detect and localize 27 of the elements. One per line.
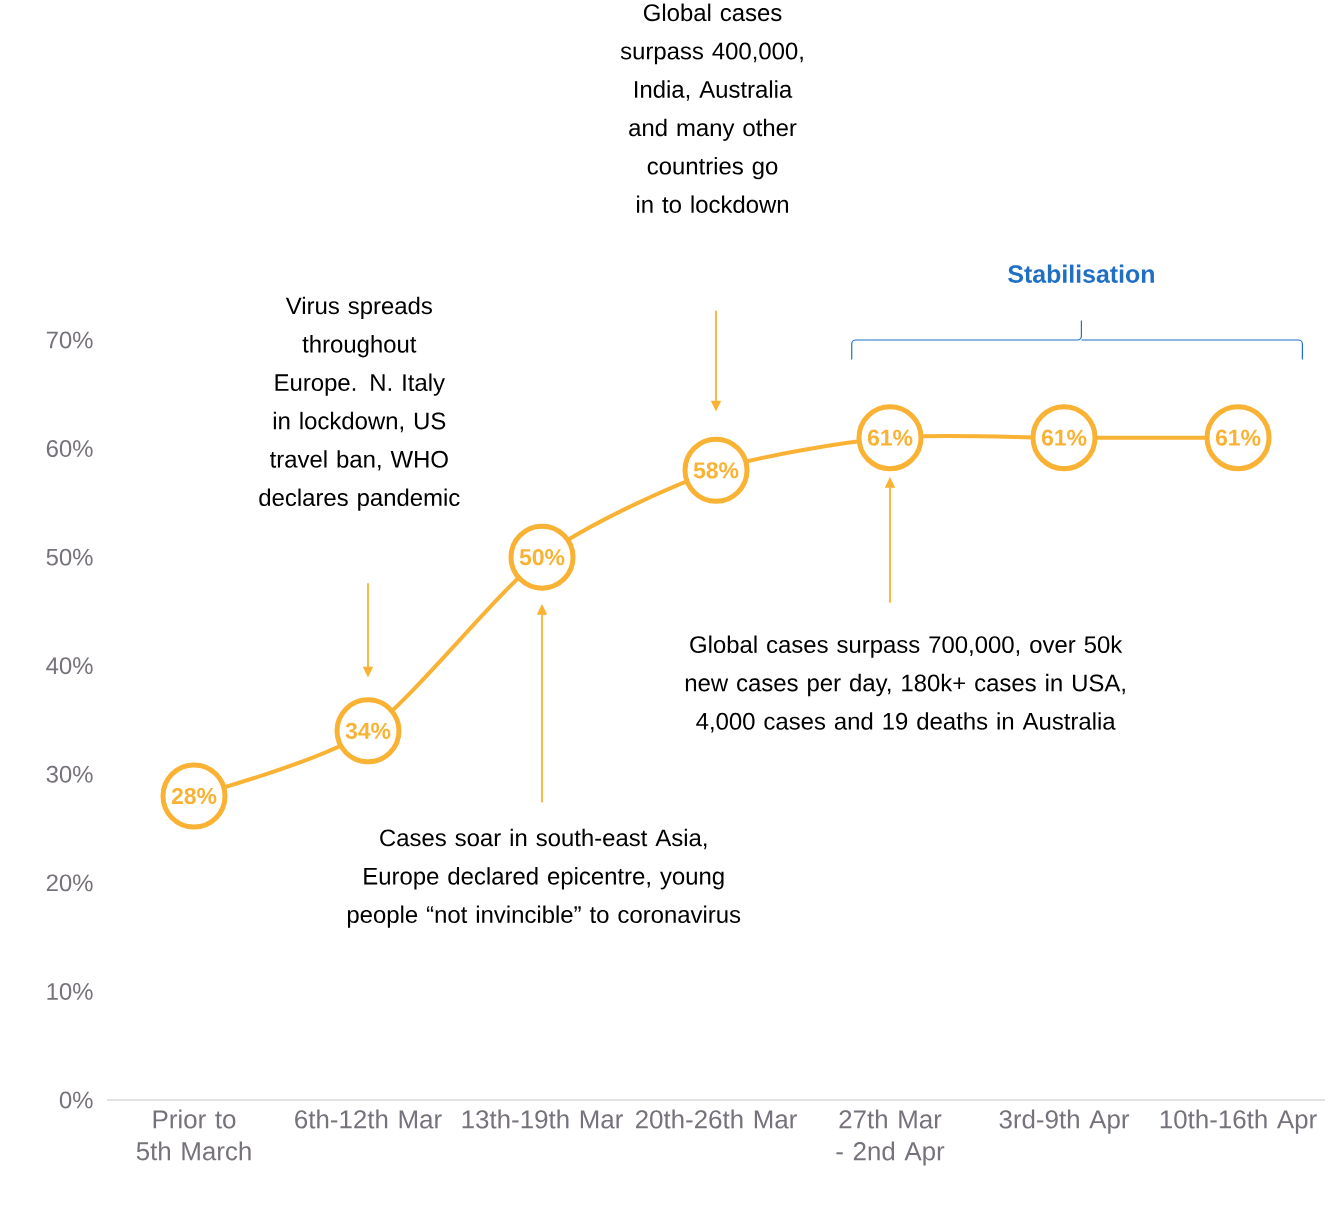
- y-tick-label: 10%: [47, 982, 93, 1000]
- data-label: 58%: [693, 462, 739, 479]
- x-tick-label: 10th-16th Apr: [1160, 1109, 1317, 1134]
- y-tick-label: 30%: [46, 765, 93, 783]
- data-label: 34%: [345, 722, 391, 739]
- x-tick-label: 27th Mar - 2nd Apr: [836, 1109, 945, 1166]
- text: Global cases surpass 400,000, India, Australia and many other countries go in to lockdown: [620, 3, 803, 213]
- x-tick-label: 3rd-9th Apr: [999, 1109, 1130, 1134]
- y-tick-label: 60%: [46, 440, 93, 458]
- data-label: 28%: [171, 787, 217, 805]
- annotation: Global cases surpass 700,000, over 50k new cases per day, 180k+ cases in USA, 4,000 cases and 19 deaths in Australia: [685, 635, 1125, 733]
- annotation: Cases soar in south-east Asia, Europe declared epicentre, young people “not invincible” to coronavirus: [347, 828, 741, 928]
- y-tick-label: 50%: [46, 548, 93, 566]
- data-label: 61%: [867, 429, 913, 446]
- x-tick-label: 6th-12th Mar: [295, 1109, 442, 1129]
- y-tick-label: 0%: [59, 1091, 93, 1109]
- annotation: Virus spreads throughout Europe. N. Italy in lockdown, US travel ban, WHO declares pandemic: [259, 296, 460, 511]
- x-tick-label: 13th-19th Mar: [462, 1109, 623, 1129]
- data-label: 50%: [519, 549, 565, 566]
- data-label: 61%: [1041, 429, 1087, 446]
- y-tick-label: 20%: [46, 874, 93, 892]
- text: Stabilisation: [1008, 264, 1154, 283]
- x-tick-label: Prior to 5th March: [136, 1109, 251, 1161]
- data-label: 61%: [1215, 429, 1261, 446]
- y-tick-label: 70%: [46, 331, 93, 349]
- y-tick-label: 40%: [46, 657, 93, 675]
- x-tick-label: 20th-26th Mar: [635, 1109, 797, 1129]
